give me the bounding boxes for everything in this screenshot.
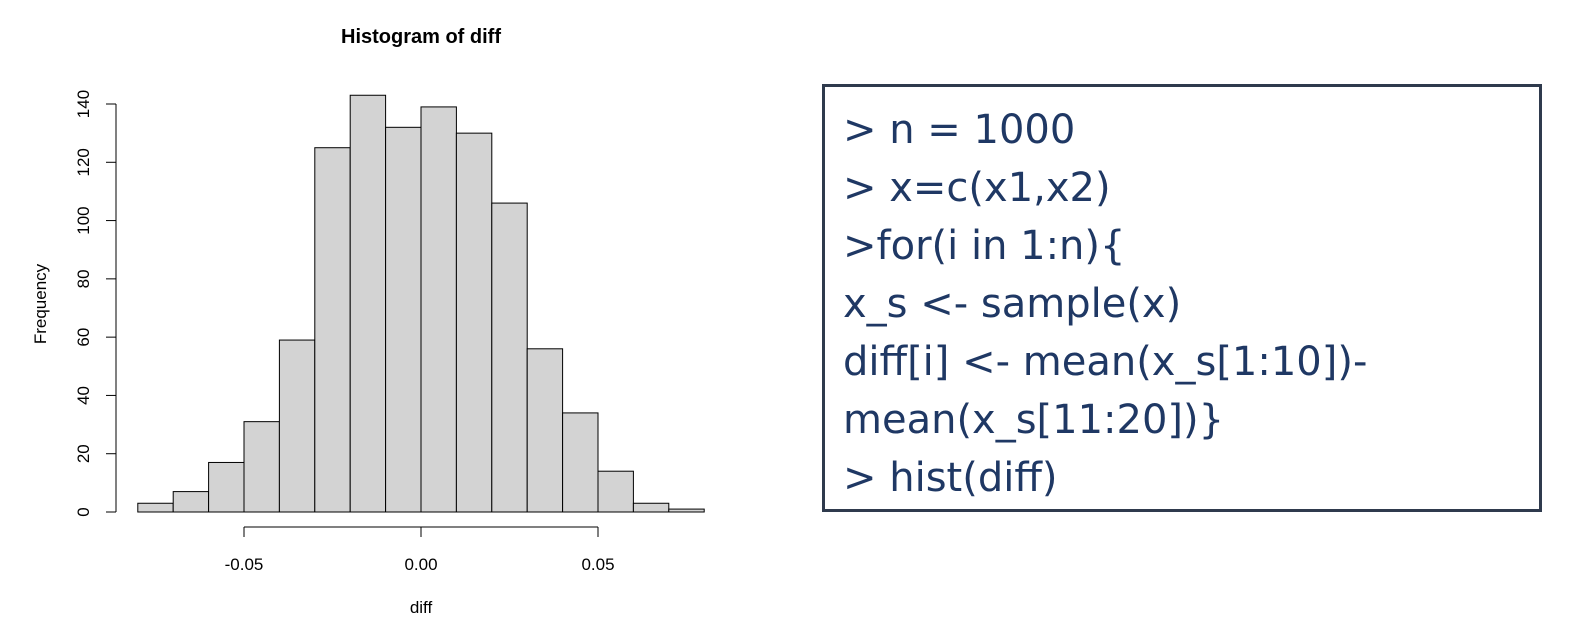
histogram-bar bbox=[314, 147, 351, 513]
code-line: x_s <- sample(x) bbox=[843, 281, 1182, 327]
y-axis: 0 20 40 60 80 100 120 140 bbox=[74, 90, 117, 517]
histogram-bar bbox=[632, 502, 670, 513]
histogram-bar bbox=[526, 348, 564, 513]
code-line: mean(x_s[11:20])} bbox=[843, 397, 1225, 443]
histogram-bar bbox=[420, 106, 457, 513]
y-tick-label: 140 bbox=[74, 90, 93, 118]
y-axis-label: Frequency bbox=[31, 263, 50, 344]
histogram-bar bbox=[243, 421, 280, 513]
chart-title: Histogram of diff bbox=[341, 26, 501, 48]
y-tick-label: 20 bbox=[74, 444, 93, 463]
histogram-bar bbox=[668, 508, 705, 513]
y-tick-label: 0 bbox=[74, 507, 93, 516]
histogram-bar bbox=[349, 94, 387, 513]
histogram-bar bbox=[385, 126, 422, 513]
histogram-bar bbox=[278, 339, 316, 513]
histogram-bar bbox=[455, 132, 493, 513]
code-panel: > n = 1000 > x=c(x1,x2) >for(i in 1:n){ … bbox=[822, 84, 1542, 512]
y-tick-label: 80 bbox=[74, 269, 93, 288]
x-axis-label: diff bbox=[410, 598, 433, 617]
x-tick-label: -0.05 bbox=[225, 555, 264, 574]
code-line: diff[i] <- mean(x_s[1:10])- bbox=[843, 339, 1368, 385]
histogram-bar bbox=[137, 502, 174, 513]
code-line: > n = 1000 bbox=[843, 107, 1076, 153]
x-axis: -0.05 0.00 0.05 bbox=[225, 526, 615, 574]
x-tick-label: 0.00 bbox=[404, 555, 437, 574]
bars-group bbox=[137, 94, 705, 513]
y-tick-label: 120 bbox=[74, 148, 93, 176]
code-line: > hist(diff) bbox=[843, 455, 1058, 501]
x-tick-label: 0.05 bbox=[581, 555, 614, 574]
histogram-bar bbox=[208, 461, 245, 513]
y-tick-label: 40 bbox=[74, 386, 93, 405]
code-line: > x=c(x1,x2) bbox=[843, 165, 1111, 211]
histogram-bar bbox=[172, 491, 210, 513]
histogram-bar bbox=[597, 470, 634, 513]
y-tick-label: 60 bbox=[74, 328, 93, 347]
y-tick-label: 100 bbox=[74, 206, 93, 234]
histogram-chart: Histogram of diff diff Frequency -0.05 0.… bbox=[31, 26, 705, 617]
histogram-bar bbox=[562, 412, 599, 513]
histogram-bar bbox=[491, 202, 528, 513]
code-line: >for(i in 1:n){ bbox=[843, 223, 1126, 269]
